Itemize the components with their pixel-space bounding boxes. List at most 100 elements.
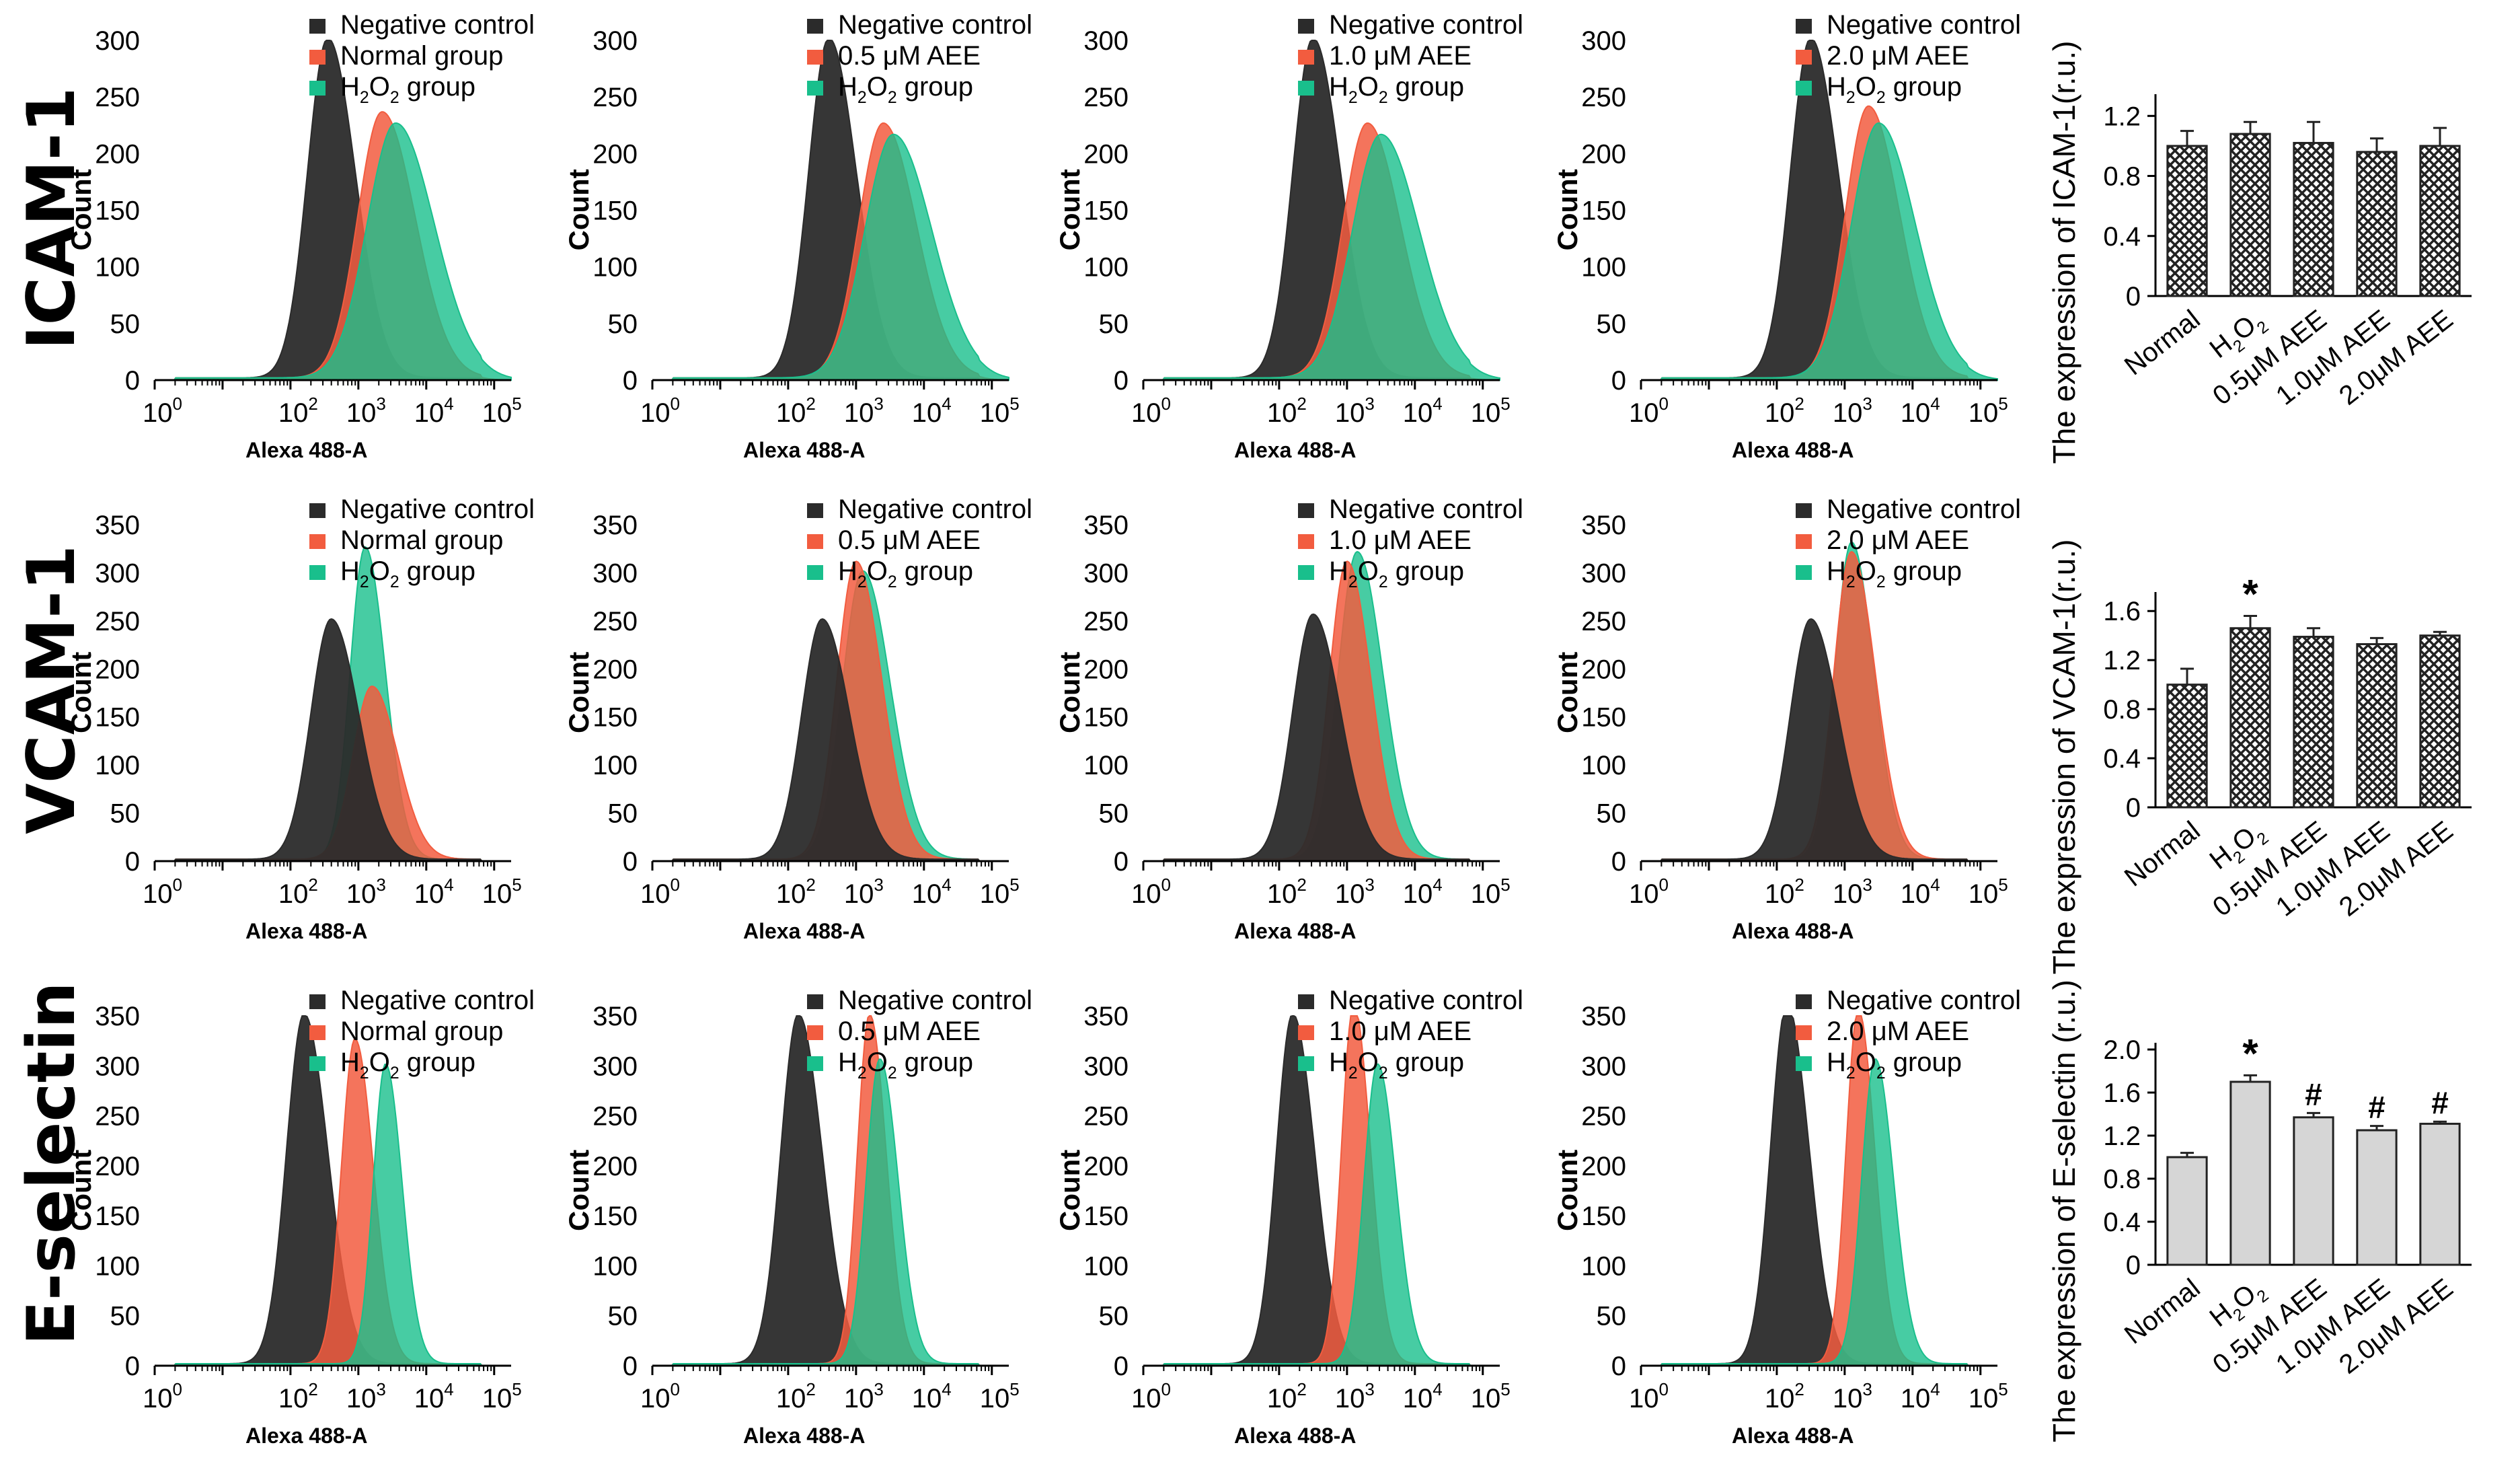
y-tick-label: 0.8	[2103, 162, 2141, 192]
y-tick-label: 50	[608, 309, 638, 339]
x-tick-label: 103	[1833, 1379, 1872, 1413]
y-tick-label: 100	[1083, 751, 1129, 780]
legend-label-2: H2O2 group	[1827, 556, 1962, 591]
x-tick-label: 100	[143, 1379, 182, 1413]
bar-y-axis-label: The expression of E-selectin (r.u.)	[2047, 980, 2082, 1442]
legend-swatch-2	[1298, 565, 1314, 580]
y-tick-label: 50	[1597, 1302, 1627, 1331]
y-tick-label: 2.0	[2103, 1035, 2141, 1065]
histogram-series-2	[652, 133, 1009, 381]
legend-label-2: H2O2 group	[1329, 556, 1464, 591]
x-tick-label: 102	[1267, 1379, 1307, 1413]
legend-label-0: Negative control	[1827, 10, 2021, 40]
y-tick-label: 300	[95, 26, 140, 56]
y-tick-label: 150	[593, 703, 638, 733]
x-axis-label: Alexa 488-A	[245, 1424, 367, 1448]
legend-swatch-2	[1796, 81, 1812, 96]
y-tick-label: 50	[1099, 799, 1129, 829]
x-tick-label: 100	[1131, 394, 1171, 428]
legend-label-2: H2O2 group	[340, 72, 475, 107]
category-label-0: Normal	[2119, 815, 2206, 892]
y-tick-label: 350	[95, 511, 140, 540]
y-tick-label: 100	[95, 751, 140, 780]
x-tick-label: 104	[1901, 875, 1940, 909]
x-tick-label: 103	[1833, 394, 1872, 428]
x-tick-label: 105	[980, 875, 1020, 909]
y-tick-label: 150	[1581, 703, 1626, 733]
y-tick-label: 100	[1083, 1251, 1129, 1281]
x-tick-label: 104	[414, 875, 454, 909]
x-tick-label: 100	[1131, 1379, 1171, 1413]
legend-label-0: Negative control	[1827, 986, 2021, 1015]
row-label-eselectin: E-selectin	[13, 982, 90, 1346]
histogram-panel-r1c0: 0 50 100 150 200 250 300 350 100 102 103 104 105 Alex…	[65, 494, 535, 943]
legend-label-1: 0.5 μM AEE	[838, 1017, 981, 1046]
y-tick-label: 0.8	[2103, 695, 2141, 725]
y-tick-label: 250	[95, 83, 140, 112]
histogram-panel-r0c2: 0 50 100 150 200 250 300 100 102 103 104 105 Alexa 4…	[1054, 10, 1523, 462]
histogram-panel-r2c3: 0 50 100 150 200 250 300 350 100 102 103 104 105 Alex…	[1552, 986, 2021, 1448]
legend-label-2: H2O2 group	[1329, 1047, 1464, 1082]
x-tick-label: 103	[844, 875, 884, 909]
legend-swatch-0	[309, 19, 326, 34]
bar-3	[2356, 642, 2398, 809]
y-tick-label: 1.2	[2103, 102, 2141, 131]
y-tick-label: 0	[623, 366, 638, 396]
y-tick-label: 250	[1083, 83, 1129, 112]
bar-4	[2419, 1122, 2461, 1266]
y-tick-label: 200	[1083, 1152, 1129, 1181]
y-tick-label: 0.4	[2103, 1208, 2141, 1237]
histogram-series-2	[1641, 1058, 1997, 1366]
legend-swatch-2	[1298, 81, 1314, 96]
y-tick-label: 350	[593, 1002, 638, 1031]
legend-label-2: H2O2 group	[838, 72, 973, 107]
y-axis-label: Count	[1054, 652, 1085, 733]
y-tick-label: 200	[593, 655, 638, 684]
bar-3	[2356, 151, 2398, 297]
x-tick-label: 103	[346, 394, 386, 428]
y-tick-label: 300	[1083, 26, 1129, 56]
y-axis-label: Count	[1054, 1150, 1085, 1231]
significance-mark-1: *	[2242, 1031, 2258, 1076]
legend-label-2: H2O2 group	[1827, 72, 1962, 107]
row-label-eselectin-text: E-selectin	[13, 982, 90, 1346]
histogram-series-0	[1641, 618, 1997, 862]
y-tick-label: 200	[1083, 139, 1129, 169]
x-tick-label: 105	[482, 1379, 522, 1413]
legend-swatch-1	[1298, 50, 1314, 65]
legend-swatch-0	[807, 19, 823, 34]
histogram-series-2	[155, 122, 512, 381]
y-tick-label: 150	[95, 1202, 140, 1231]
y-tick-label: 0.8	[2103, 1165, 2141, 1194]
legend-swatch-1	[807, 1025, 823, 1040]
x-tick-label: 102	[278, 875, 318, 909]
y-tick-label: 300	[1581, 1052, 1626, 1081]
y-tick-label: 200	[1083, 655, 1129, 684]
x-tick-label: 105	[482, 394, 522, 428]
legend-label-0: Negative control	[1329, 986, 1523, 1015]
legend-swatch-1	[1298, 534, 1314, 549]
bar-0	[2166, 684, 2208, 809]
legend-swatch-0	[1298, 19, 1314, 34]
y-axis-label: Count	[1552, 1150, 1583, 1231]
y-tick-label: 200	[95, 1152, 140, 1181]
legend-label-1: 1.0 μM AEE	[1329, 41, 1472, 71]
x-tick-label: 102	[776, 875, 816, 909]
histogram-series-2	[1641, 122, 1998, 381]
bar-4	[2419, 145, 2461, 297]
x-tick-label: 102	[1765, 1379, 1804, 1413]
y-tick-label: 100	[1581, 751, 1626, 780]
significance-mark-1: *	[2242, 572, 2258, 617]
legend-label-1: 2.0 μM AEE	[1827, 1017, 1969, 1046]
legend-swatch-0	[1298, 994, 1314, 1009]
y-axis-label: Count	[1054, 169, 1085, 250]
legend-label-0: Negative control	[340, 10, 535, 40]
legend-swatch-2	[309, 81, 326, 96]
y-tick-label: 100	[593, 751, 638, 780]
y-tick-label: 200	[1581, 1152, 1626, 1181]
x-axis-label: Alexa 488-A	[743, 438, 865, 462]
y-tick-label: 0	[2126, 793, 2141, 823]
y-tick-label: 0	[125, 847, 140, 877]
x-tick-label: 105	[1471, 394, 1511, 428]
